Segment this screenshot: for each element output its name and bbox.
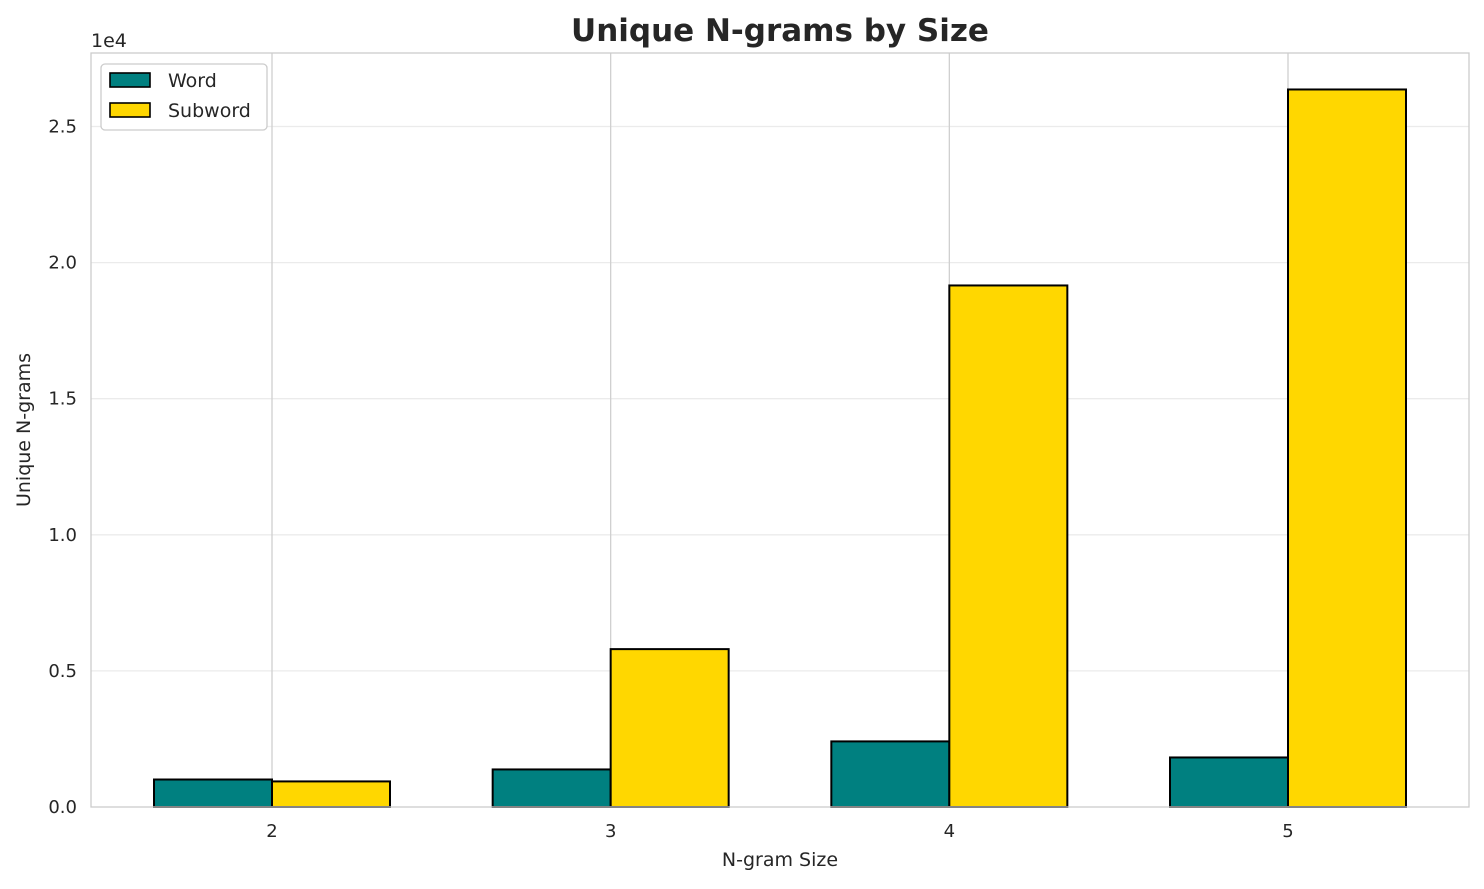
x-axis-label: N-gram Size [722,849,838,871]
chart-title: Unique N-grams by Size [571,13,989,49]
bar-subword-5 [1287,88,1407,808]
legend-label-subword: Subword [168,100,251,122]
x-tick-label: 3 [605,821,616,842]
x-tick-label: 5 [1282,821,1293,842]
y-tick-label: 0.0 [48,797,77,818]
x-tick-label: 4 [944,821,955,842]
bar-word-2 [153,778,273,808]
plot-frame [90,52,1470,808]
y-tick-label: 2.5 [48,116,77,137]
bar-subword-3 [609,648,730,808]
bar-word-5 [1169,756,1289,809]
y-offset-label: 1e4 [91,30,127,52]
y-tick-label: 1.0 [48,525,77,546]
y-tick-label: 0.5 [48,661,77,682]
x-tick-label: 2 [266,821,277,842]
legend-label-word: Word [168,70,217,92]
legend-swatch-subword [109,102,151,118]
legend: Word Subword [100,63,268,131]
y-tick-label: 2.0 [48,253,77,274]
bar-word-4 [830,740,951,809]
bar-subword-2 [271,780,391,809]
legend-swatch-word [109,72,151,88]
y-axis-label: Unique N-grams [13,353,35,507]
bar-subword-4 [948,284,1069,809]
y-tick-label: 1.5 [48,389,77,410]
bar-word-3 [491,768,612,808]
